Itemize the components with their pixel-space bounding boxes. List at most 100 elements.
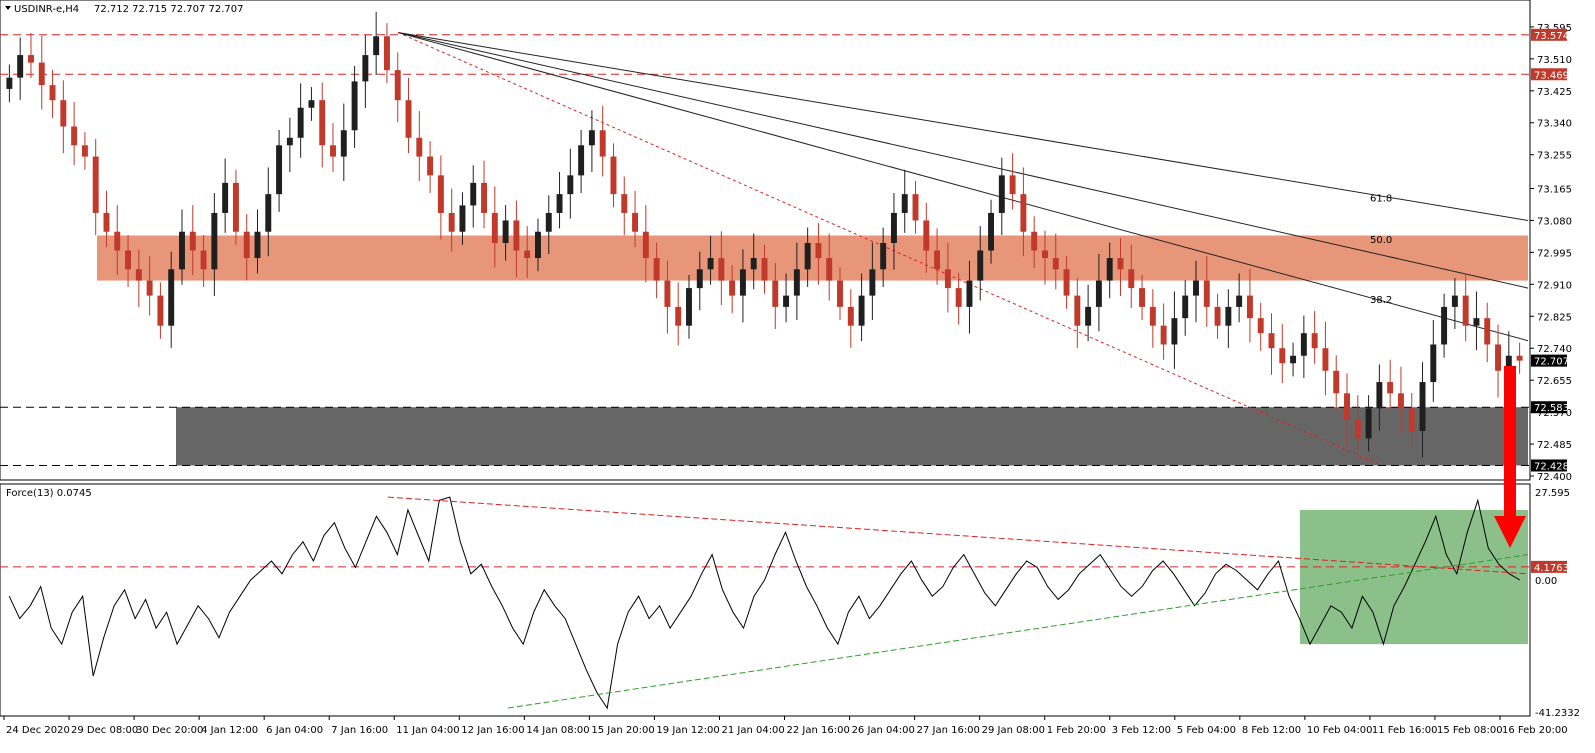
candle-body (1376, 382, 1383, 409)
price-tick-label: 72.655 (1537, 376, 1572, 387)
candle-body (330, 145, 336, 157)
candle-body (524, 250, 531, 259)
candle-body (610, 156, 617, 195)
time-tick-label: 11 Jan 04:00 (396, 725, 459, 736)
fan-line (397, 32, 1529, 342)
time-tick-label: 11 Feb 16:00 (1372, 725, 1438, 736)
candle-body (1462, 295, 1469, 326)
bearish-arrow-icon (1494, 366, 1526, 548)
time-tick-label: 29 Jan 08:00 (982, 725, 1045, 736)
candle-body (696, 269, 703, 289)
candle-body (135, 269, 142, 281)
force-series (8, 496, 1521, 710)
candle-body (837, 280, 843, 307)
symbol-label: USDINR-e,H4 (14, 4, 79, 15)
price-tick-label: 73.165 (1537, 185, 1572, 196)
candle-body (427, 156, 434, 176)
time-tick-label: 21 Jan 04:00 (721, 725, 784, 736)
price-level-tag (1531, 401, 1567, 414)
force-level-tag (1531, 560, 1567, 573)
time-tick-label: 16 Feb 20:00 (1502, 725, 1568, 736)
candle-body (567, 175, 574, 195)
candle-body (966, 280, 973, 307)
candle-body (1020, 194, 1027, 232)
candle-body (556, 194, 563, 213)
price-tick-label: 72.910 (1537, 280, 1572, 291)
candle-body (71, 126, 78, 146)
candle-body (297, 107, 304, 138)
fan-dotted-line (397, 32, 1381, 466)
time-tick-label: 6 Jan 04:00 (266, 725, 323, 736)
fan-line (397, 32, 1529, 289)
candle-body (1322, 348, 1329, 371)
fan-line (397, 32, 1529, 221)
candle-body (642, 231, 649, 259)
time-tick-label: 15 Feb 08:00 (1437, 725, 1503, 736)
candle-body (621, 194, 628, 213)
candle-body (1430, 344, 1437, 383)
candle-body (1128, 269, 1135, 289)
candle-body (1171, 318, 1178, 345)
time-tick-label: 27 Jan 16:00 (917, 725, 980, 736)
price-tick-label: 73.595 (1537, 23, 1572, 34)
candle-body (470, 182, 477, 206)
candle-body (750, 258, 757, 270)
time-tick-label: 12 Jan 16:00 (461, 725, 524, 736)
candle-body (168, 269, 175, 326)
candle-body (1203, 280, 1210, 307)
candle-body (437, 175, 444, 213)
candle-body (1365, 408, 1372, 439)
candle-body (1009, 175, 1016, 195)
candle-body (459, 205, 466, 232)
candle-body (901, 194, 908, 213)
candle-body (1117, 258, 1124, 270)
candle-body (513, 220, 520, 251)
time-tick-label: 4 Jan 12:00 (201, 725, 258, 736)
candle-body (340, 130, 347, 157)
fib-label: 61.8 (1370, 193, 1392, 204)
candle-body (632, 212, 639, 232)
price-level-tag (1531, 28, 1567, 41)
candle-body (1484, 318, 1491, 345)
candle-body (38, 62, 45, 86)
indicator-header: Force(13) 0.0745 (6, 488, 92, 499)
candle-body (1279, 348, 1286, 364)
price-tick-label: 73.340 (1537, 119, 1572, 130)
time-tick-label: 3 Feb 12:00 (1112, 725, 1171, 736)
candle-body (286, 137, 293, 146)
force-green-trendline (507, 554, 1529, 709)
candle-body (114, 231, 121, 251)
candle-body (211, 212, 218, 270)
candle-body (373, 36, 380, 56)
candle-body (319, 100, 326, 146)
candle-body (998, 175, 1005, 213)
candle-body (890, 212, 897, 243)
candle-body (988, 212, 994, 251)
support-zone (176, 407, 1528, 466)
force-level-tag-label: 4.1763 (1534, 563, 1569, 574)
time-tick-label: 30 Dec 20:00 (136, 725, 203, 736)
price-level-tag-label: 72.428 (1534, 461, 1569, 472)
candle-body (739, 269, 746, 296)
candle-body (1149, 306, 1156, 326)
candle-body (1031, 231, 1038, 251)
candle-body (1387, 382, 1394, 394)
candle-body (1063, 269, 1070, 296)
candle-body (222, 182, 229, 213)
force-tick-label: 27.595 (1535, 488, 1570, 499)
candle-body (1451, 295, 1458, 307)
candle-body (1311, 333, 1318, 349)
candle-body (729, 280, 736, 296)
price-tick-label: 72.995 (1537, 248, 1572, 259)
candle-body (923, 220, 930, 251)
candle-body (761, 258, 768, 281)
time-tick-label: 19 Jan 12:00 (656, 725, 719, 736)
candle-body (588, 130, 595, 146)
candle-body (448, 212, 455, 232)
candle-body (1246, 295, 1253, 319)
candle-body (1052, 258, 1059, 270)
price-level-tag-label: 72.583 (1534, 403, 1569, 414)
candle-body (81, 145, 88, 157)
